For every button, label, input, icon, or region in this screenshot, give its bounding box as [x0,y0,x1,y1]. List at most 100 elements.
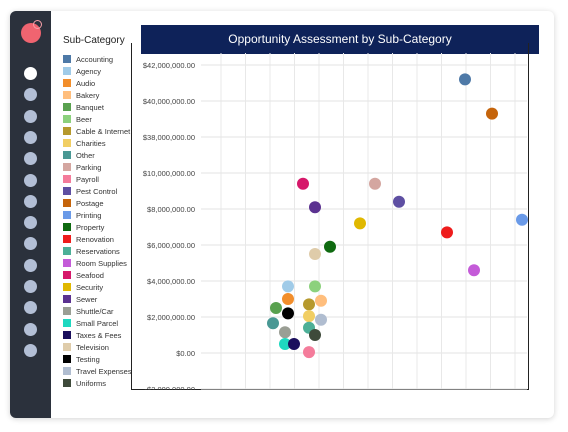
scatter-point[interactable] [282,280,294,293]
legend-label: Uniforms [76,378,107,388]
legend-item[interactable]: Bakery [63,89,143,101]
legend-label: Banquet [76,102,104,112]
nav-dot-icon[interactable] [24,322,37,336]
legend-item[interactable]: Banquet [63,101,143,113]
legend-item[interactable]: Uniforms [63,377,143,389]
nav-dot-icon[interactable] [24,343,37,357]
legend-label: Travel Expenses [76,366,132,376]
scatter-point[interactable] [267,317,279,330]
nav-dot-icon[interactable] [24,216,37,230]
app-logo-icon[interactable] [21,20,42,43]
legend-item[interactable]: Television [63,341,143,353]
legend-label: Other [76,150,95,160]
legend-item[interactable]: Printing [63,209,143,221]
legend-swatch [63,79,71,87]
scatter-point[interactable] [303,298,315,311]
legend-swatch [63,67,71,75]
scatter-point[interactable] [369,177,381,190]
nav-dot-icon[interactable] [24,130,37,144]
scatter-point[interactable] [393,195,405,208]
scatter-point[interactable] [303,346,315,359]
legend-swatch [63,151,71,159]
legend-item[interactable]: Sewer [63,293,143,305]
y-tick-label: $0.00 [176,349,195,358]
scatter-point[interactable] [309,280,321,293]
y-tick-label: $8,000,000.00 [147,205,195,214]
legend-swatch [63,187,71,195]
scatter-point[interactable] [309,329,321,341]
legend-swatch [63,307,71,315]
nav-dot-icon[interactable] [24,109,37,123]
legend-item[interactable]: Cable & Internet [63,125,143,137]
legend-item[interactable]: Accounting [63,53,143,65]
nav-dot-icon[interactable] [24,258,37,272]
legend-item[interactable]: Beer [63,113,143,125]
scatter-point[interactable] [315,294,327,307]
legend-swatch [63,115,71,123]
scatter-point[interactable] [303,310,315,323]
legend-label: Bakery [76,90,100,100]
scatter-point[interactable] [309,201,321,214]
legend-item[interactable]: Charities [63,137,143,149]
y-tick-label: $10,000,000.00 [143,169,195,178]
legend-title: Sub-Category [63,35,125,46]
legend-label: Renovation [76,234,114,244]
y-tick-label: $6,000,000.00 [147,241,195,250]
scatter-point[interactable] [282,307,294,320]
legend-item[interactable]: Parking [63,161,143,173]
nav-dot-icon[interactable] [24,194,37,208]
nav-dot-icon[interactable] [24,237,37,251]
legend-item[interactable]: Postage [63,197,143,209]
legend-label: Testing [76,354,100,364]
scatter-point[interactable] [516,213,528,226]
legend-label: Accounting [76,54,114,64]
legend-swatch [63,127,71,135]
legend-item[interactable]: Other [63,149,143,161]
scatter-point[interactable] [279,326,291,339]
nav-dot-icon[interactable] [24,67,37,80]
legend-item[interactable]: Pest Control [63,185,143,197]
legend-item[interactable]: Agency [63,65,143,77]
y-tick-label: $42,000,000.00 [143,61,195,70]
scatter-point[interactable] [459,73,471,86]
scatter-point[interactable] [354,217,366,230]
legend-item[interactable]: Property [63,221,143,233]
scatter-point[interactable] [270,302,282,314]
scatter-point[interactable] [441,226,453,239]
legend-swatch [63,355,71,363]
legend-item[interactable]: Small Parcel [63,317,143,329]
legend-item[interactable]: Payroll [63,173,143,185]
legend-item[interactable]: Travel Expenses [63,365,143,377]
legend-item[interactable]: Renovation [63,233,143,245]
legend-item[interactable]: Seafood [63,269,143,281]
legend-item[interactable]: Reservations [63,245,143,257]
nav-dot-icon[interactable] [24,280,37,293]
legend-swatch [63,55,71,63]
nav-dot-icon[interactable] [24,152,37,166]
scatter-point[interactable] [297,177,309,190]
y-tick-label: -$2,000,000.00 [145,385,195,390]
scatter-point[interactable] [288,338,300,350]
scatter-point[interactable] [279,338,291,350]
nav-dot-icon[interactable] [24,88,37,102]
legend-swatch [63,175,71,183]
scatter-point[interactable] [309,248,321,260]
scatter-point[interactable] [315,313,327,326]
nav-dot-icon[interactable] [24,173,37,187]
y-tick-label: $2,000,000.00 [147,313,195,322]
scatter-point[interactable] [282,293,294,305]
legend-item[interactable]: Shuttle/Car [63,305,143,317]
legend-swatch [63,103,71,111]
nav-dot-icon[interactable] [24,301,37,315]
scatter-point[interactable] [468,264,480,277]
scatter-point[interactable] [486,107,498,120]
scatter-point[interactable] [324,240,336,253]
legend-item[interactable]: Audio [63,77,143,89]
legend-label: Cable & Internet [76,126,131,136]
legend-item[interactable]: Room Supplies [63,257,143,269]
legend-item[interactable]: Taxes & Fees [63,329,143,341]
legend-swatch [63,343,71,351]
legend-item[interactable]: Testing [63,353,143,365]
legend-item[interactable]: Security [63,281,143,293]
legend-swatch [63,295,71,303]
